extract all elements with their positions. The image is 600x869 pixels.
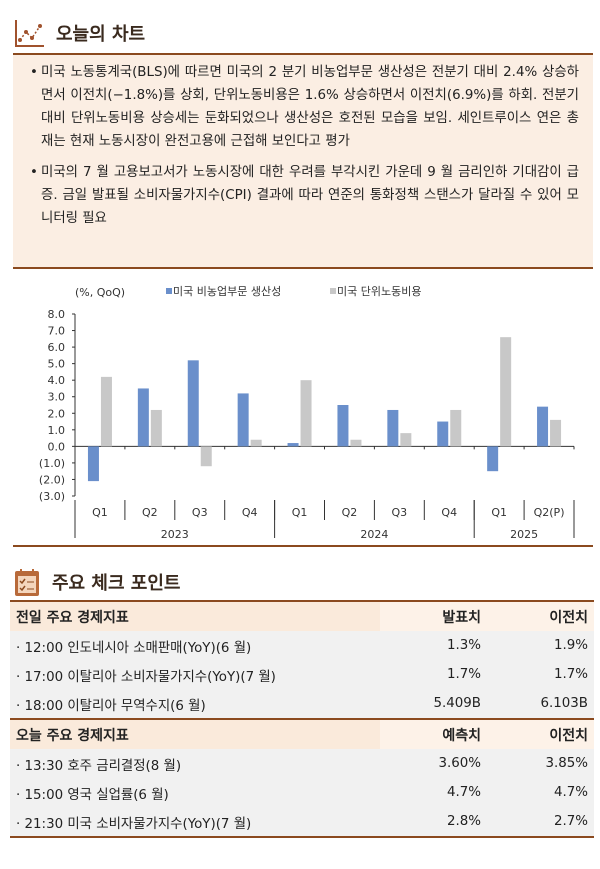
x-tick-label: Q1 <box>292 506 308 519</box>
x-tick-label: Q2(P) <box>534 506 565 519</box>
table-header-yesterday: 전일 주요 경제지표 발표치 이전치 <box>10 601 594 631</box>
table-row: · 18:00 이탈리아 무역수지(6 월) 5.409B 6.103B <box>10 689 594 719</box>
bar-unit-labor-cost <box>250 439 262 447</box>
y-tick-label: 7.0 <box>48 325 66 338</box>
bar-productivity <box>237 393 249 447</box>
x-tick-label: Q4 <box>242 506 258 519</box>
bar-productivity <box>437 421 449 447</box>
previous-value: 1.9% <box>487 631 594 660</box>
y-tick-label: 6.0 <box>48 341 66 354</box>
previous-value: 3.85% <box>487 749 594 778</box>
checklist-calendar-icon <box>15 569 39 596</box>
summary-bullet: 미국의 7 월 고용보고서가 노동시장에 대한 우려를 부각시킨 가운데 9 월… <box>30 161 579 230</box>
indicator-name: · 13:30 호주 금리결정(8 월) <box>10 749 380 778</box>
bar-productivity <box>487 446 499 472</box>
indicator-name: · 15:00 영국 실업률(6 월) <box>10 778 380 807</box>
legend-label: 미국 비농업부문 생산성 <box>173 285 281 298</box>
previous-value: 6.103B <box>487 689 594 719</box>
bar-productivity <box>287 443 299 447</box>
indicator-table: 전일 주요 경제지표 발표치 이전치 · 12:00 인도네시아 소매판매(Yo… <box>10 600 594 838</box>
bar-unit-labor-cost <box>500 337 512 447</box>
previous-value: 1.7% <box>487 660 594 689</box>
summary-bullet: 미국 노동통계국(BLS)에 따르면 미국의 2 분기 비농업부문 생산성은 전… <box>30 61 579 153</box>
header-label: 전일 주요 경제지표 <box>10 601 380 631</box>
table-row: · 12:00 인도네시아 소매판매(YoY)(6 월) 1.3% 1.9% <box>10 631 594 660</box>
previous-value: 2.7% <box>487 807 594 837</box>
x-tick-label: Q3 <box>192 506 208 519</box>
legend-label: 미국 단위노동비용 <box>337 285 421 298</box>
line-chart-icon <box>15 20 44 47</box>
section-title-text: 오늘의 차트 <box>56 24 146 45</box>
bar-chart: (%, QoQ) 미국 비농업부문 생산성 미국 단위노동비용 8.0 7.0 6.0… <box>39 285 575 541</box>
bar-unit-labor-cost <box>300 380 312 447</box>
bar-productivity <box>87 446 99 482</box>
actual-value: 5.409B <box>380 689 487 719</box>
bar-productivity <box>387 409 399 447</box>
unit-label: (%, QoQ) <box>75 286 125 299</box>
table-row: · 13:30 호주 금리결정(8 월) 3.60% 3.85% <box>10 749 594 778</box>
x-tick-label: Q2 <box>142 506 158 519</box>
y-tick-label: 0.0 <box>48 440 66 453</box>
bar-productivity <box>337 405 349 447</box>
forecast-value: 2.8% <box>380 807 487 837</box>
bar-unit-labor-cost <box>450 409 462 447</box>
y-tick-label: (2.0) <box>39 473 65 486</box>
previous-value: 4.7% <box>487 778 594 807</box>
forecast-value: 3.60% <box>380 749 487 778</box>
bar-unit-labor-cost <box>350 439 362 447</box>
table-row: · 17:00 이탈리아 소비자물가지수(YoY)(7 월) 1.7% 1.7% <box>10 660 594 689</box>
section-title-checkpoints: 주요 체크 포인트 <box>14 567 180 597</box>
summary-box: 미국 노동통계국(BLS)에 따르면 미국의 2 분기 비농업부문 생산성은 전… <box>13 53 593 269</box>
indicator-name: · 12:00 인도네시아 소매판매(YoY)(6 월) <box>10 631 380 660</box>
y-tick-label: 3.0 <box>48 391 66 404</box>
x-tick-label: Q3 <box>392 506 408 519</box>
bar-productivity <box>137 388 149 447</box>
bar-unit-labor-cost <box>200 446 212 467</box>
actual-value: 1.3% <box>380 631 487 660</box>
bar-productivity <box>537 406 549 447</box>
header-label: 오늘 주요 경제지표 <box>10 719 380 749</box>
y-tick-label: 8.0 <box>48 308 66 321</box>
x-tick-label: Q1 <box>92 506 108 519</box>
bar-unit-labor-cost <box>400 433 412 447</box>
group-label: 2025 <box>510 528 538 541</box>
indicator-name: · 18:00 이탈리아 무역수지(6 월) <box>10 689 380 719</box>
y-tick-label: (1.0) <box>39 457 65 470</box>
legend-swatch <box>166 288 172 294</box>
y-tick-label: (3.0) <box>39 490 65 503</box>
x-tick-label: Q2 <box>342 506 358 519</box>
y-tick-label: 5.0 <box>48 358 66 371</box>
x-tick-label: Q4 <box>441 506 457 519</box>
divider <box>13 545 593 547</box>
header-previous: 이전치 <box>487 601 594 631</box>
bar-productivity <box>187 360 199 447</box>
section-title-chart: 오늘의 차트 <box>14 18 145 48</box>
indicator-name: · 17:00 이탈리아 소비자물가지수(YoY)(7 월) <box>10 660 380 689</box>
x-tick-label: Q1 <box>491 506 507 519</box>
header-forecast: 예측치 <box>380 719 487 749</box>
table-row: · 15:00 영국 실업률(6 월) 4.7% 4.7% <box>10 778 594 807</box>
indicator-name: · 21:30 미국 소비자물가지수(YoY)(7 월) <box>10 807 380 837</box>
header-actual: 발표치 <box>380 601 487 631</box>
y-tick-label: 2.0 <box>48 407 66 420</box>
header-previous: 이전치 <box>487 719 594 749</box>
group-label: 2024 <box>360 528 388 541</box>
bar-unit-labor-cost <box>550 419 562 447</box>
y-tick-label: 1.0 <box>48 424 66 437</box>
table-row: · 21:30 미국 소비자물가지수(YoY)(7 월) 2.8% 2.7% <box>10 807 594 837</box>
bar-unit-labor-cost <box>100 376 112 447</box>
forecast-value: 4.7% <box>380 778 487 807</box>
group-label: 2023 <box>161 528 189 541</box>
table-header-today: 오늘 주요 경제지표 예측치 이전치 <box>10 719 594 749</box>
actual-value: 1.7% <box>380 660 487 689</box>
bar-unit-labor-cost <box>150 409 162 447</box>
section-title-text: 주요 체크 포인트 <box>52 573 181 594</box>
y-tick-label: 4.0 <box>48 374 66 387</box>
legend-swatch <box>330 288 336 294</box>
